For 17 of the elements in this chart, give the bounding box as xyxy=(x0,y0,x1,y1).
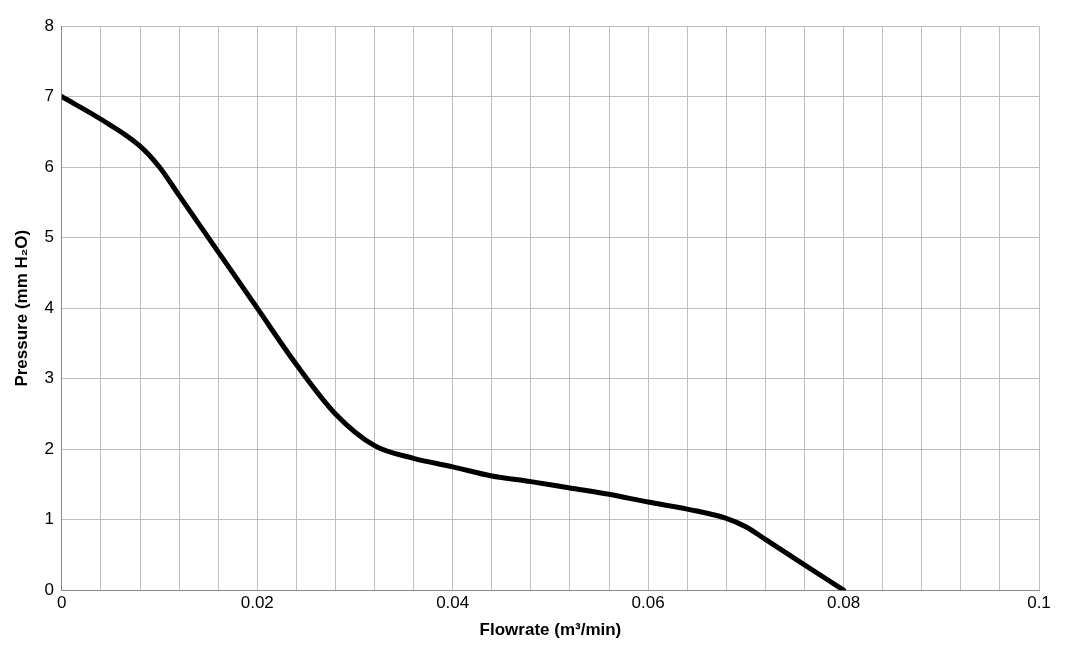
y-tick-label: 5 xyxy=(44,227,54,247)
x-axis-title: Flowrate (m³/min) xyxy=(479,620,622,640)
x-tick-label: 0.1 xyxy=(1027,593,1051,613)
x-tick-label: 0 xyxy=(57,593,67,613)
y-tick-label: 1 xyxy=(44,509,54,529)
y-tick-label: 0 xyxy=(44,579,54,599)
x-tick-label: 0.02 xyxy=(240,593,274,613)
y-tick-label: 7 xyxy=(44,86,54,106)
y-tick-label: 8 xyxy=(44,15,54,35)
x-tick-label: 0.04 xyxy=(436,593,470,613)
y-tick-label: 2 xyxy=(44,438,54,458)
x-tick-label: 0.06 xyxy=(631,593,665,613)
y-tick-label: 4 xyxy=(44,297,54,317)
x-tick-label: 0.08 xyxy=(827,593,861,613)
y-tick-label: 3 xyxy=(44,368,54,388)
y-tick-label: 6 xyxy=(44,156,54,176)
y-axis-title: Pressure (mm H₂O) xyxy=(11,229,31,387)
